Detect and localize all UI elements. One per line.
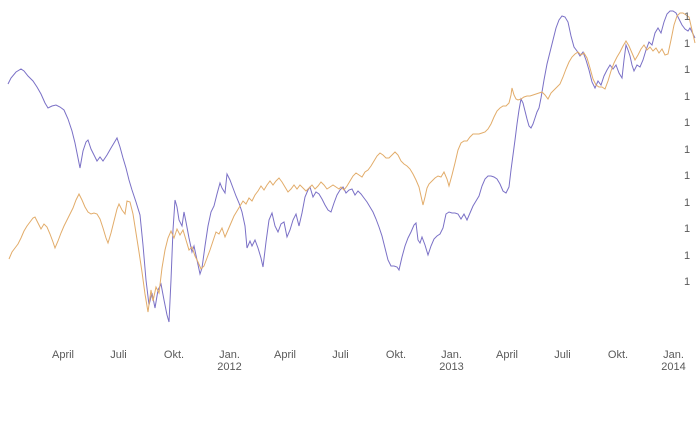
x-tick-label: Okt.: [385, 349, 407, 361]
y-tick-label-clipped: 1: [684, 223, 691, 235]
x-tick-label: Juli: [110, 349, 127, 361]
series-blue-line: [7, 10, 696, 323]
x-tick-label: Jan. 2012: [217, 349, 242, 373]
x-tick-label: April: [51, 349, 75, 361]
x-tick-label: Juli: [332, 349, 349, 361]
x-tick-label: April: [273, 349, 297, 361]
y-tick-label-clipped: 1: [684, 64, 691, 76]
x-tick-label: April: [495, 349, 519, 361]
y-tick-label-clipped: 1: [684, 276, 691, 288]
x-tick-label: Okt.: [163, 349, 185, 361]
y-tick-label-clipped: 1: [684, 90, 691, 103]
y-tick-label-clipped: 1: [684, 117, 691, 129]
series-orange-line: [8, 12, 696, 313]
y-tick-label-clipped: 1: [684, 37, 691, 50]
x-tick-label: Okt.: [607, 349, 629, 361]
y-tick-label-clipped: 1: [684, 249, 691, 262]
y-tick-label-clipped: 1: [684, 196, 691, 209]
y-tick-label-clipped: 1: [684, 170, 691, 182]
y-tick-label-clipped: 1: [684, 11, 691, 23]
x-tick-label: Juli: [554, 349, 571, 361]
x-tick-label: Jan. 2013: [439, 349, 464, 373]
y-tick-label-clipped: 1: [684, 143, 691, 156]
x-tick-label: Jan. 2014: [661, 349, 686, 373]
